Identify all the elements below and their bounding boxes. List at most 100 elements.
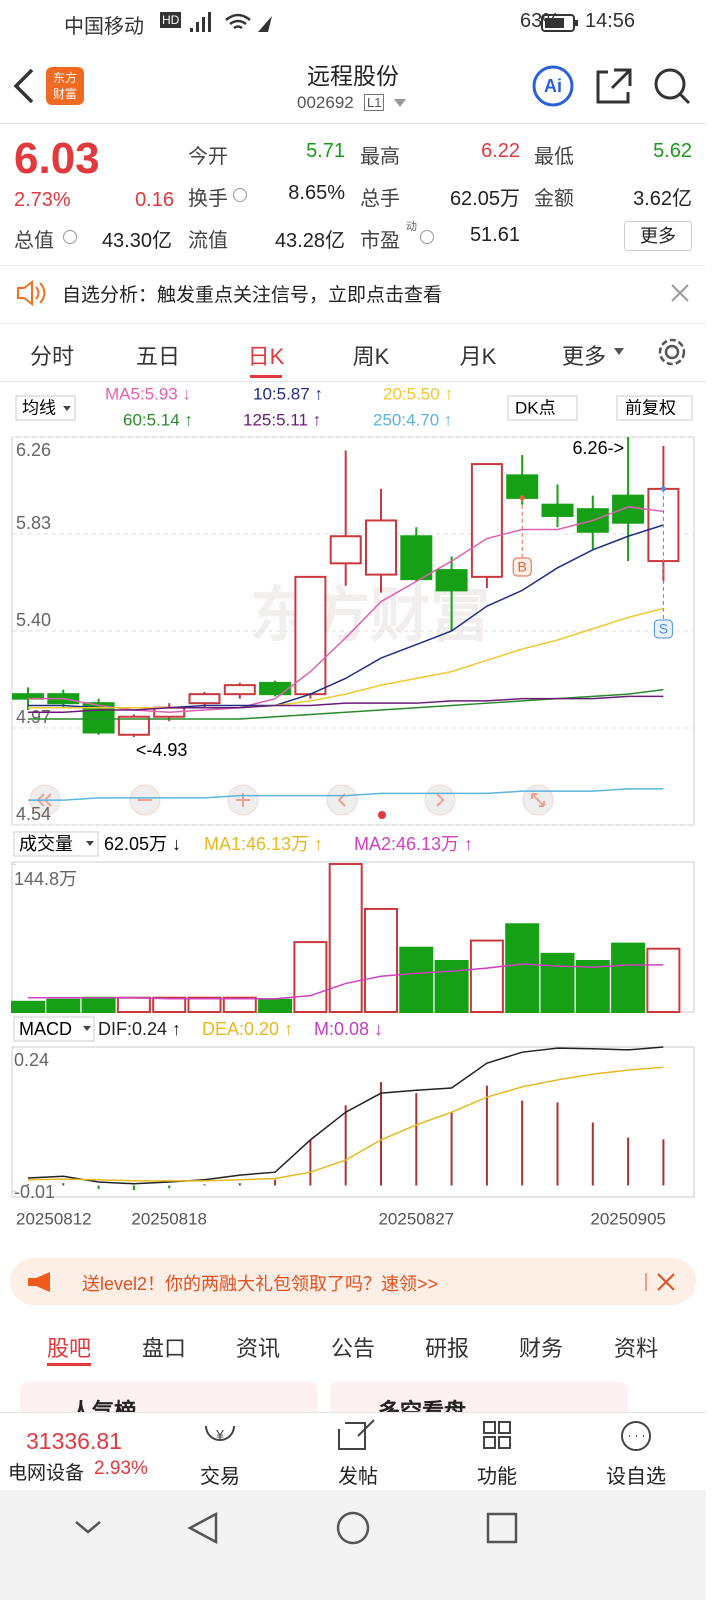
field-label: 今开 — [188, 146, 228, 168]
field-value: 3.62亿 — [633, 188, 692, 210]
ma-legend: 125:5.11 ↑ — [243, 410, 321, 429]
x-tick-label: 20250905 — [590, 1209, 666, 1228]
settings-icon[interactable] — [656, 336, 688, 368]
index-name: 电网设备 — [8, 1463, 85, 1484]
candle-body — [329, 535, 362, 565]
ma-legend: 250:4.70 ↑ — [373, 410, 452, 429]
adjust-label: 前复权 — [625, 398, 676, 417]
sub-tab[interactable]: 财务 — [518, 1336, 563, 1361]
volume-bar — [540, 952, 575, 1013]
y-tick-label: -0.01 — [14, 1182, 55, 1202]
tab[interactable]: 五日 — [135, 344, 180, 369]
field-label: 流值 — [188, 230, 228, 252]
tab[interactable]: 日K — [247, 344, 285, 369]
volume-bar — [81, 996, 116, 1014]
adjust-button[interactable] — [616, 395, 693, 421]
field-value: 62.05万 — [449, 188, 520, 210]
macd-title: MACD — [19, 1019, 72, 1039]
info-icon — [420, 230, 434, 244]
chart-controls[interactable] — [29, 784, 554, 816]
field-value: 5.71 — [306, 140, 345, 162]
bottom-nav — [0, 1412, 706, 1491]
tab-arrow — [614, 348, 624, 355]
field-value: 43.30亿 — [101, 230, 172, 252]
volume-title: 成交量 — [19, 834, 73, 854]
volume-bar — [222, 996, 257, 1014]
nav-label[interactable]: 发帖 — [338, 1466, 378, 1488]
chart: 东方财富 均线 DK点 前复权 6.26 5.83 5.40 4.97 4.54 MA5:… — [11, 384, 695, 1228]
change: 0.16 — [135, 189, 174, 211]
nav-label[interactable]: 设自选 — [606, 1466, 666, 1488]
y-tick-label: 5.40 — [16, 610, 51, 630]
svg-text:Ai: Ai — [544, 76, 562, 96]
candle-body — [506, 474, 539, 499]
sub-tab[interactable]: 盘口 — [141, 1336, 186, 1361]
volume-bar — [399, 946, 434, 1014]
signal-label: B — [518, 559, 527, 575]
back-button[interactable] — [10, 66, 40, 106]
nav-label[interactable]: 功能 — [477, 1466, 517, 1488]
y-tick-label: 0.24 — [14, 1050, 49, 1070]
promo-bar[interactable] — [10, 1258, 696, 1305]
volume-current: 62.05万 ↓ — [104, 834, 181, 854]
notice-bar[interactable] — [0, 265, 706, 324]
candle-body — [188, 693, 221, 705]
hd-icon: HD — [160, 12, 182, 28]
volume-bar — [187, 996, 222, 1014]
tab[interactable]: 更多 — [561, 344, 606, 369]
sub-tab[interactable]: 公告 — [330, 1336, 375, 1361]
system-nav-icons[interactable] — [0, 1500, 706, 1560]
app-logo: 东方 财富 — [46, 67, 84, 105]
y-tick-label: 144.8万 — [14, 869, 77, 889]
x-tick-label: 20250827 — [378, 1209, 454, 1228]
low-label: <-4.93 — [136, 740, 188, 760]
macd-frame — [11, 1046, 695, 1198]
tab[interactable]: 周K — [352, 344, 390, 369]
dea-legend: DEA:0.20 ↑ — [202, 1019, 293, 1039]
logo-line: 东方 — [52, 71, 77, 85]
system-nav — [0, 1490, 706, 1600]
sub-tab[interactable]: 股吧 — [46, 1336, 91, 1361]
candle-body — [294, 575, 327, 696]
logo-line: 财富 — [52, 87, 77, 101]
volume-ma-line — [28, 963, 664, 1000]
field-value: 8.65% — [288, 182, 345, 204]
dk-label: DK点 — [515, 398, 556, 417]
nav-label[interactable]: 交易 — [200, 1466, 240, 1488]
dropdown-arrow — [63, 406, 71, 411]
volume-bar — [505, 923, 540, 1013]
more-button[interactable]: 更多 — [624, 221, 692, 251]
dropdown-arrow — [86, 841, 94, 846]
signal-label: S — [659, 621, 668, 637]
sub-tab-underline — [47, 1363, 91, 1366]
sub-tab[interactable]: 研报 — [424, 1336, 469, 1361]
tab[interactable]: 分时 — [29, 344, 74, 369]
info-icon — [63, 230, 77, 244]
ma-selector-label: 均线 — [22, 398, 56, 417]
stock-code: 002692 — [297, 93, 354, 112]
change-pct: 2.73% — [14, 189, 71, 211]
candle-body — [117, 715, 150, 736]
candle-body — [365, 519, 397, 576]
dk-button[interactable] — [507, 395, 578, 421]
field-value: 6.22 — [481, 140, 520, 162]
signal-box — [653, 619, 673, 639]
field-value: 5.62 — [653, 140, 692, 162]
y-tick-label: 6.26 — [16, 440, 51, 460]
promo-close[interactable] — [644, 1271, 680, 1293]
watermark: 东方财富 — [250, 582, 490, 649]
sub-tab[interactable]: 资讯 — [235, 1336, 280, 1361]
signal-dot — [660, 486, 666, 492]
tab[interactable]: 月K — [459, 344, 497, 369]
volume-bar — [611, 942, 646, 1013]
ma-line — [28, 695, 664, 713]
y-tick-label: 4.54 — [16, 804, 51, 824]
ma-legend: 60:5.14 ↑ — [123, 410, 193, 429]
volume-bar — [116, 996, 151, 1014]
header-icons[interactable]: Ai — [530, 64, 700, 110]
sub-tab[interactable]: 资料 — [613, 1336, 658, 1361]
ma-legend: 20:5.50 ↑ — [383, 384, 453, 403]
x-tick-label: 20250812 — [16, 1209, 92, 1228]
candle-body — [612, 494, 645, 524]
close-icon[interactable] — [670, 283, 690, 303]
